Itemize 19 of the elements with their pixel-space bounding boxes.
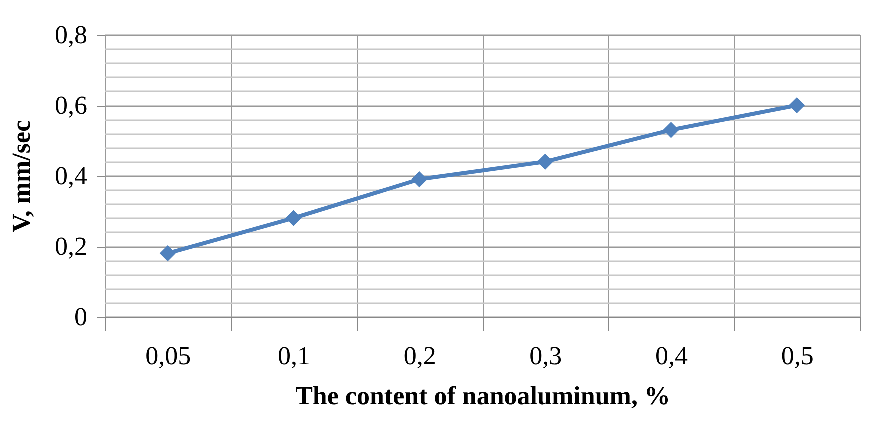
x-tick-label: 0,05 — [146, 342, 192, 370]
x-tick-label: 0,5 — [781, 342, 814, 370]
point — [663, 122, 680, 138]
x-tick-label: 0,2 — [404, 342, 436, 370]
y-tick-label: 0,2 — [55, 232, 88, 261]
point — [412, 171, 428, 188]
point — [789, 97, 806, 114]
y-axis-title: V, mm/sec — [7, 120, 36, 233]
point — [286, 210, 302, 226]
point — [537, 154, 554, 170]
y-tick-label: 0,8 — [55, 20, 88, 50]
point — [160, 245, 176, 262]
y-tick-label: 0,4 — [55, 162, 88, 190]
x-tick-label: 0,3 — [530, 342, 562, 370]
x-tick-label: 0,1 — [278, 342, 310, 370]
y-tick-label: 0,6 — [55, 91, 88, 120]
x-axis-title: The content of nanoaluminum, % — [296, 382, 670, 410]
y-tick-label: 0 — [74, 302, 88, 332]
x-tick-label: 0,4 — [656, 342, 688, 370]
